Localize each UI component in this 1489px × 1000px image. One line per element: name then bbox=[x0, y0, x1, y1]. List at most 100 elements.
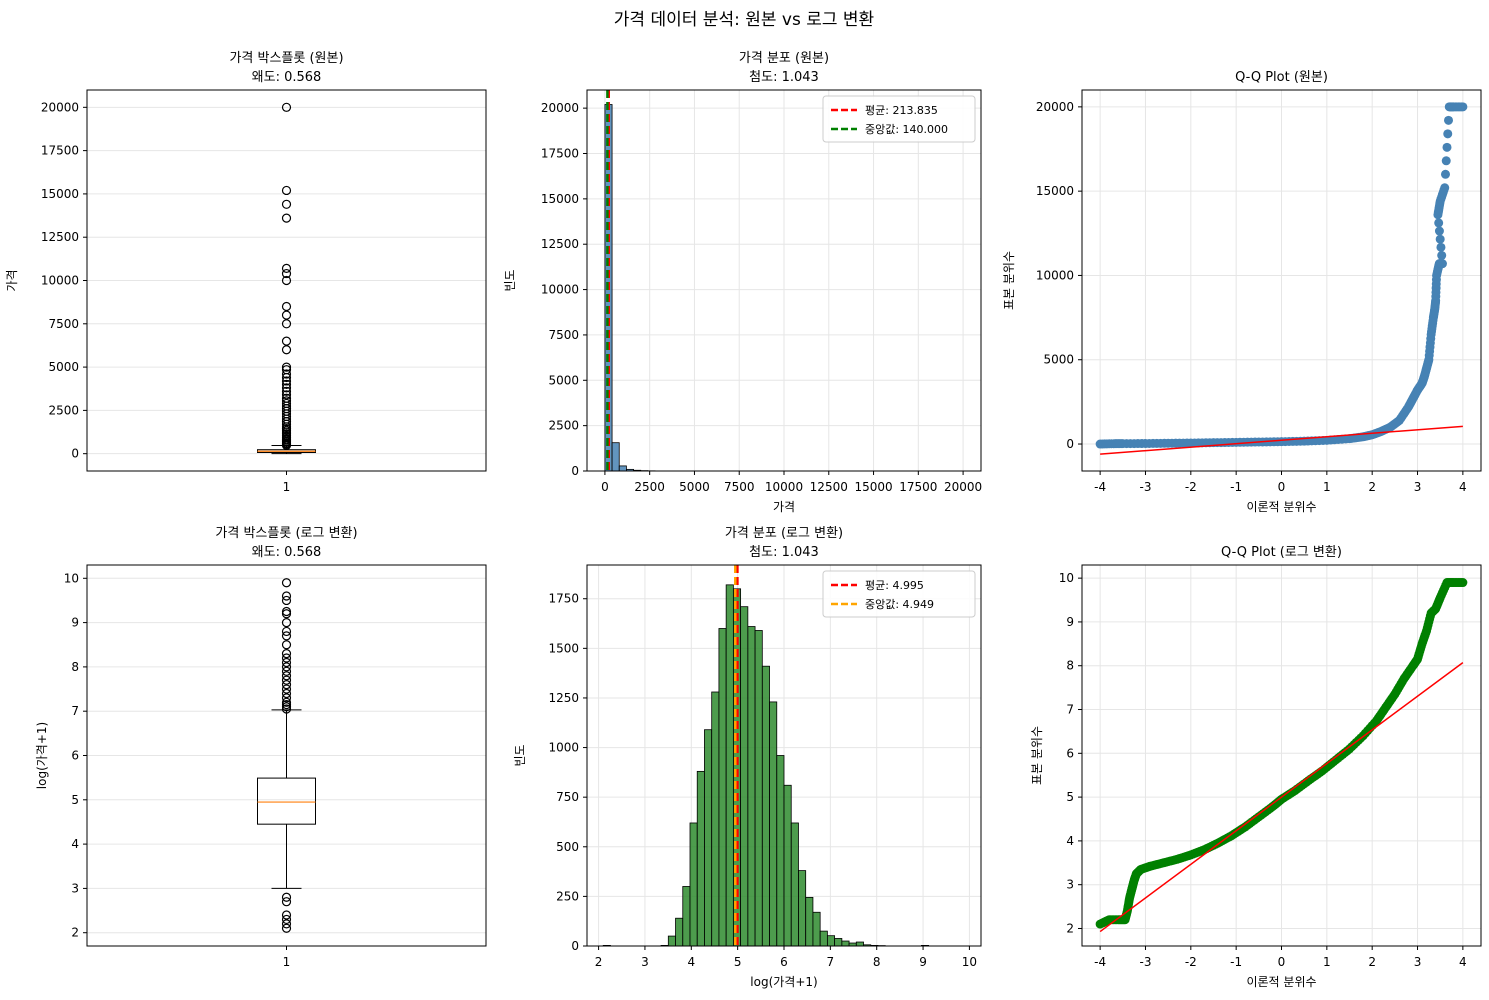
axes-frame bbox=[1081, 89, 1482, 472]
y-axis-label: 표본 분위수 bbox=[1002, 251, 1016, 310]
box-outlier bbox=[281, 365, 292, 375]
qq-point bbox=[1434, 226, 1444, 236]
x-tick-label: 4 bbox=[1459, 480, 1467, 494]
qq-point bbox=[1456, 578, 1466, 588]
box-outlier bbox=[281, 919, 292, 929]
qq-point bbox=[1434, 218, 1444, 228]
x-tick-label: -2 bbox=[1185, 480, 1197, 494]
box-outlier bbox=[281, 379, 292, 390]
x-tick-label: 2 bbox=[1368, 955, 1376, 969]
qq-point bbox=[1439, 185, 1449, 195]
qq-point bbox=[1273, 437, 1283, 447]
y-tick-label: 500 bbox=[556, 840, 579, 854]
y-tick-label: 10 bbox=[64, 571, 79, 585]
hist-bar bbox=[718, 628, 727, 947]
x-tick-label: -3 bbox=[1139, 480, 1151, 494]
y-tick-label: 7 bbox=[71, 704, 79, 718]
x-tick-label: 4 bbox=[687, 955, 695, 969]
y-tick-label: 10000 bbox=[541, 283, 579, 297]
hist-bar bbox=[611, 442, 620, 472]
x-tick-label: 5000 bbox=[679, 480, 710, 494]
y-tick-label: 20000 bbox=[1036, 100, 1074, 114]
qq-point bbox=[1437, 250, 1447, 260]
panel-subtitle: 첨도: 1.043 bbox=[749, 70, 819, 85]
box-outlier bbox=[281, 617, 292, 628]
box-outlier bbox=[281, 398, 292, 409]
panel-3: Q-Q Plot (원본) 0 5000 10000 15000 20000 표본 분위수 -… bbox=[1002, 70, 1482, 514]
hist-bar bbox=[747, 626, 756, 947]
y-axis-label: log(가격+1) bbox=[35, 722, 49, 789]
qq-point bbox=[1441, 156, 1451, 166]
y-tick-label: 0 bbox=[571, 464, 579, 478]
hist-bar bbox=[740, 606, 749, 947]
hist-bar bbox=[696, 770, 705, 947]
x-tick-label: 3 bbox=[1414, 480, 1422, 494]
box-outlier bbox=[281, 393, 292, 403]
x-tick-label: 1 bbox=[1323, 955, 1331, 969]
hist-bar bbox=[761, 665, 770, 947]
y-tick-label: 2 bbox=[71, 926, 79, 940]
box-outlier bbox=[281, 680, 292, 690]
axes-frame bbox=[86, 564, 487, 947]
x-tick-label: 20000 bbox=[944, 480, 982, 494]
y-tick-label: 2500 bbox=[48, 403, 79, 417]
panel-1: 가격 박스플롯 (원본) 왜도: 0.568 0 2500 5000 7500 10000 1… bbox=[5, 51, 487, 494]
box-outlier bbox=[281, 386, 292, 396]
box-outlier bbox=[281, 626, 292, 637]
box-outlier bbox=[281, 390, 292, 400]
x-tick-label: 7 bbox=[827, 955, 835, 969]
x-axis-label: 가격 bbox=[773, 500, 795, 514]
hist-bar bbox=[841, 940, 850, 947]
y-tick-label: 0 bbox=[1066, 437, 1074, 451]
legend-label: 중앙값: 140.000 bbox=[865, 123, 948, 136]
box-outlier bbox=[281, 185, 292, 196]
x-tick-label: 3 bbox=[1414, 955, 1422, 969]
hist-bar bbox=[855, 941, 864, 947]
qq-point bbox=[1436, 242, 1446, 252]
qq-point bbox=[1435, 234, 1445, 244]
hist-bar bbox=[711, 691, 720, 947]
hist-bar bbox=[769, 701, 778, 947]
x-tick-label: 1 bbox=[283, 480, 291, 494]
qq-point bbox=[1182, 438, 1192, 448]
panel-title: 가격 분포 (로그 변환) bbox=[725, 526, 843, 541]
x-tick-label: -2 bbox=[1185, 955, 1197, 969]
box-outlier bbox=[281, 275, 292, 286]
box-outlier bbox=[281, 310, 292, 320]
legend-label: 중앙값: 4.949 bbox=[865, 598, 934, 611]
y-tick-label: 10000 bbox=[1036, 268, 1074, 282]
hist-bar bbox=[618, 465, 627, 472]
hist-bar bbox=[783, 784, 792, 947]
box-outlier bbox=[281, 396, 292, 406]
legend-box bbox=[822, 570, 976, 618]
panel-title: 가격 분포 (원본) bbox=[739, 51, 829, 66]
x-tick-label: -1 bbox=[1230, 480, 1242, 494]
qq-point bbox=[1159, 438, 1169, 448]
y-tick-label: 10 bbox=[1059, 571, 1074, 585]
x-axis-label: log(가격+1) bbox=[750, 975, 817, 989]
y-tick-label: 20000 bbox=[41, 100, 79, 114]
box-outlier bbox=[281, 578, 292, 588]
x-tick-label: 0 bbox=[1278, 955, 1286, 969]
y-tick-label: 3 bbox=[1066, 878, 1074, 892]
axes-frame bbox=[86, 89, 487, 472]
box-outlier bbox=[281, 301, 292, 312]
qq-point bbox=[1442, 142, 1452, 152]
x-tick-label: 15000 bbox=[854, 480, 892, 494]
box-outlier bbox=[281, 653, 292, 663]
hist-bar bbox=[754, 630, 763, 947]
y-tick-label: 1500 bbox=[548, 641, 579, 655]
box-outlier bbox=[281, 697, 292, 707]
box-outlier bbox=[281, 383, 292, 393]
y-tick-label: 17500 bbox=[541, 147, 579, 161]
box-outlier bbox=[281, 362, 292, 372]
panel-subtitle: 첨도: 1.043 bbox=[749, 545, 819, 560]
legend-label: 평균: 4.995 bbox=[865, 579, 924, 592]
box-outlier bbox=[281, 684, 292, 694]
qq-point bbox=[1443, 129, 1453, 139]
box-outlier bbox=[281, 892, 292, 902]
box-outlier bbox=[281, 666, 292, 676]
panel-subtitle: 왜도: 0.568 bbox=[252, 70, 322, 85]
box-outlier bbox=[281, 897, 292, 907]
